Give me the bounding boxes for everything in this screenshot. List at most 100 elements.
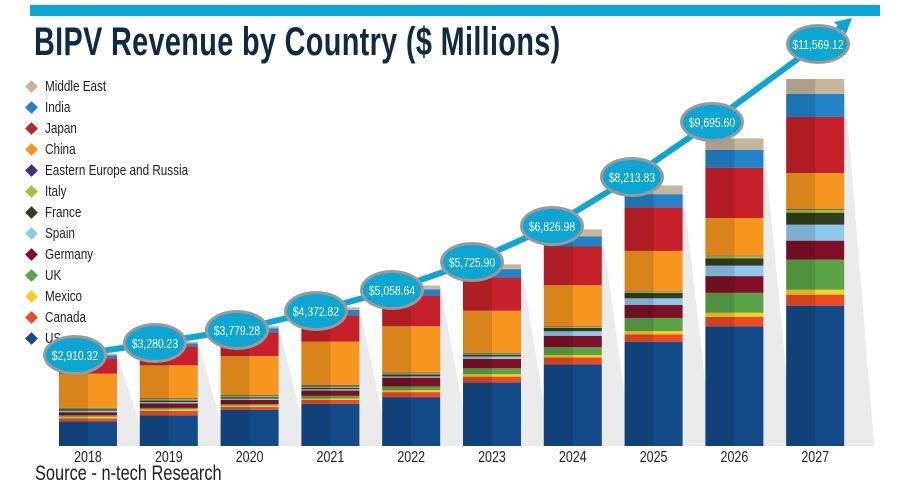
bar-segment-italy xyxy=(220,395,279,398)
bar-shadow xyxy=(359,307,390,446)
legend-label: UK xyxy=(45,267,62,284)
bar-segment-eastern-europe-and-russia xyxy=(301,385,360,387)
bar-segment-mexico xyxy=(624,331,683,335)
bar-segment-china xyxy=(220,356,279,396)
bar-segment-spain xyxy=(463,356,521,359)
bar-segment-china xyxy=(543,285,602,327)
total-data-label: $6,826.98 xyxy=(529,220,576,234)
bar-segment-france xyxy=(705,258,764,266)
bar-segment-eastern-europe-and-russia xyxy=(786,209,845,210)
legend-item: Middle East xyxy=(20,76,228,97)
bar-segment-spain xyxy=(59,410,117,413)
bar-segment-china xyxy=(463,310,521,353)
total-marker xyxy=(523,209,581,243)
bar-segment-france xyxy=(786,212,845,225)
bar-segment-uk xyxy=(786,259,845,290)
legend-item: Spain xyxy=(20,223,228,244)
arrow-head-icon xyxy=(834,18,852,34)
bar-segment-india xyxy=(543,236,602,247)
bar-segment-italy xyxy=(705,256,764,259)
legend-label: Canada xyxy=(45,309,86,326)
bar-segment-mexico xyxy=(59,416,117,419)
bar-segment-spain xyxy=(705,265,764,277)
bar-segment-italy xyxy=(624,291,683,293)
x-tick-label: 2025 xyxy=(640,449,668,467)
bar-segment-us xyxy=(220,409,279,446)
bar-segment-china xyxy=(382,326,441,373)
bar-segment-canada xyxy=(301,399,360,404)
legend-item: Mexico xyxy=(20,286,228,307)
legend-label: India xyxy=(45,99,71,116)
bar-segment-uk xyxy=(139,407,198,410)
bar-segment-us xyxy=(301,403,360,446)
x-tick-label: 2022 xyxy=(397,449,425,467)
legend-item: Germany xyxy=(20,244,228,265)
bar-segment-us xyxy=(139,415,198,446)
bar-segment-eastern-europe-and-russia xyxy=(220,395,279,396)
bar-segment-germany xyxy=(139,403,198,408)
bar-segment-mexico xyxy=(463,374,521,377)
bar-shadow xyxy=(521,264,551,446)
bar-segment-us xyxy=(786,305,845,446)
legend-label: China xyxy=(45,141,76,158)
total-data-label: $11,569.12 xyxy=(792,38,843,52)
bar-segment-china xyxy=(301,341,360,386)
bar-segment-china xyxy=(59,373,117,408)
bar-segment-spain xyxy=(382,376,441,378)
legend-item: Japan xyxy=(20,118,228,139)
legend-item: UK xyxy=(20,265,228,286)
legend-item: Italy xyxy=(20,181,228,202)
x-tick-label: 2019 xyxy=(155,449,183,467)
bar-segment-italy xyxy=(786,209,845,213)
legend: Middle East India Japan China Eastern Europe… xyxy=(20,76,228,349)
legend-item: Eastern Europe and Russia xyxy=(20,160,228,181)
bar-segment-france xyxy=(543,327,602,332)
legend-label: Eastern Europe and Russia xyxy=(45,162,189,179)
top-accent-bar xyxy=(30,5,880,16)
bar-segment-uk xyxy=(220,404,279,406)
bar-segment-france xyxy=(382,374,441,377)
total-marker xyxy=(443,245,501,279)
bar-segment-france xyxy=(59,409,117,411)
bar-segment-mexico xyxy=(786,289,845,295)
bar-segment-india xyxy=(786,94,845,118)
bar-segment-china xyxy=(624,250,683,292)
legend-item: Canada xyxy=(20,307,228,328)
bar-segment-uk xyxy=(543,347,602,356)
bar-segment-canada xyxy=(139,410,198,416)
x-tick-label: 2024 xyxy=(559,449,587,467)
bar-segment-mexico xyxy=(301,398,360,400)
bar-segment-germany xyxy=(543,335,602,348)
bar-segment-germany xyxy=(705,276,764,293)
bar-segment-japan xyxy=(463,277,521,311)
bar-segment-us xyxy=(705,326,764,446)
bar-segment-spain xyxy=(624,298,683,305)
bar-segment-spain xyxy=(220,398,279,400)
bar-segment-germany xyxy=(382,377,441,387)
x-tick-label: 2023 xyxy=(478,449,506,467)
bar-segment-mexico xyxy=(139,409,198,411)
bar-segment-uk xyxy=(59,415,117,417)
bar-shadow xyxy=(682,185,713,447)
bar-segment-canada xyxy=(463,376,521,383)
total-marker xyxy=(46,338,104,372)
bar-shadow xyxy=(197,341,228,446)
bar-shade xyxy=(624,185,654,447)
bar-segment-china xyxy=(786,172,845,210)
bar-shade xyxy=(543,229,573,446)
bar-segment-us xyxy=(382,397,441,446)
chart-title: BIPV Revenue by Country ($ Millions) xyxy=(34,20,561,64)
legend-label: Middle East xyxy=(45,78,107,95)
bar-segment-spain xyxy=(139,402,198,404)
bar-segment-japan xyxy=(543,246,602,286)
bar-shadow xyxy=(278,326,309,446)
bar-segment-italy xyxy=(382,373,441,375)
bar-segment-france xyxy=(139,400,198,403)
bar-segment-us xyxy=(463,382,521,446)
bar-segment-middle-east xyxy=(705,138,764,150)
x-tick-label: 2021 xyxy=(317,449,345,467)
bar-segment-canada xyxy=(59,418,117,422)
bar-segment-germany xyxy=(624,304,683,318)
bar-segment-canada xyxy=(624,334,683,342)
bar-segment-canada xyxy=(543,357,602,365)
